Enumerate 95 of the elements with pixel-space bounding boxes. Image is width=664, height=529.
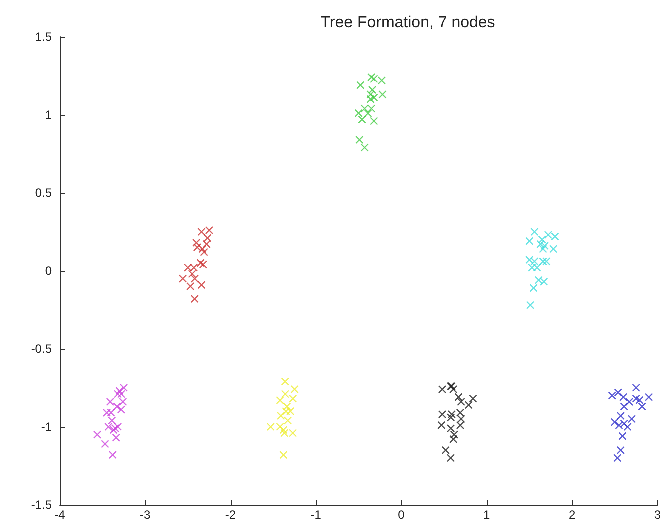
point <box>618 432 627 440</box>
point <box>446 414 456 422</box>
point <box>190 274 199 283</box>
y-tick-label: 0.5 <box>35 186 52 200</box>
point <box>370 75 378 84</box>
point <box>378 90 387 99</box>
x-tick-label: 0 <box>398 508 406 522</box>
point <box>178 274 188 283</box>
point <box>624 422 632 432</box>
point <box>438 385 447 394</box>
y-tick-label: 1 <box>45 108 52 122</box>
y-tick-label: -1 <box>41 420 52 434</box>
point <box>358 116 366 124</box>
point <box>530 228 539 236</box>
point <box>616 446 626 454</box>
point <box>277 412 286 420</box>
point <box>446 454 456 462</box>
point <box>620 420 628 428</box>
point <box>469 394 478 404</box>
point <box>613 454 622 462</box>
point <box>645 393 654 402</box>
point <box>370 117 378 126</box>
point <box>378 76 386 85</box>
point <box>551 232 560 241</box>
point <box>457 398 466 406</box>
x-tick-label: 1 <box>484 508 491 522</box>
y-tick-label: -0.5 <box>31 342 52 356</box>
point <box>114 390 122 398</box>
y-tick-label: -1.5 <box>31 498 52 512</box>
point <box>102 408 112 418</box>
point <box>438 421 446 430</box>
point <box>276 422 284 432</box>
point <box>116 387 124 396</box>
point <box>608 392 617 400</box>
point <box>368 73 376 82</box>
point <box>199 260 208 269</box>
y-tick-label: 1.5 <box>35 30 52 44</box>
point <box>266 422 275 432</box>
point <box>438 410 447 419</box>
point <box>356 81 365 90</box>
point <box>196 259 205 268</box>
point <box>632 384 640 392</box>
point <box>525 237 534 246</box>
point <box>286 407 295 416</box>
point <box>530 284 538 292</box>
y-tick-label: 0 <box>45 264 52 278</box>
point <box>446 424 456 433</box>
point <box>186 282 195 291</box>
x-tick-label: -1 <box>310 508 322 522</box>
point <box>625 398 634 406</box>
x-tick-label: -4 <box>54 508 66 522</box>
chart-title: Tree Formation, 7 nodes <box>320 14 496 32</box>
point <box>628 415 636 424</box>
point <box>614 388 622 397</box>
point <box>276 396 284 405</box>
point <box>184 264 192 272</box>
point <box>280 426 288 434</box>
point <box>526 301 535 310</box>
point <box>190 294 199 304</box>
point <box>610 418 620 426</box>
point <box>198 280 206 290</box>
point <box>101 440 110 448</box>
point <box>544 231 552 240</box>
point <box>288 429 298 438</box>
point <box>198 245 207 254</box>
point <box>448 410 456 419</box>
point <box>356 136 364 144</box>
x-tick-label: -2 <box>225 508 236 522</box>
point <box>354 109 363 118</box>
point <box>360 144 369 152</box>
point <box>114 422 122 432</box>
point <box>632 394 640 404</box>
point <box>360 104 369 113</box>
point <box>108 450 118 460</box>
point <box>454 393 463 402</box>
point <box>113 402 122 411</box>
point <box>464 401 474 410</box>
x-tick-label: 2 <box>568 508 576 522</box>
point <box>539 258 548 266</box>
point <box>198 228 206 236</box>
point <box>106 398 114 406</box>
point <box>280 429 289 438</box>
point <box>364 109 372 118</box>
point <box>281 390 290 398</box>
point <box>549 245 558 254</box>
x-tick-label: 3 <box>654 508 662 522</box>
point <box>93 430 102 439</box>
point <box>280 450 288 460</box>
point <box>540 278 548 286</box>
point <box>104 422 113 432</box>
point <box>534 276 544 284</box>
point <box>542 258 551 266</box>
point <box>281 378 290 386</box>
x-tick-label: -3 <box>140 508 152 522</box>
point <box>442 446 450 454</box>
